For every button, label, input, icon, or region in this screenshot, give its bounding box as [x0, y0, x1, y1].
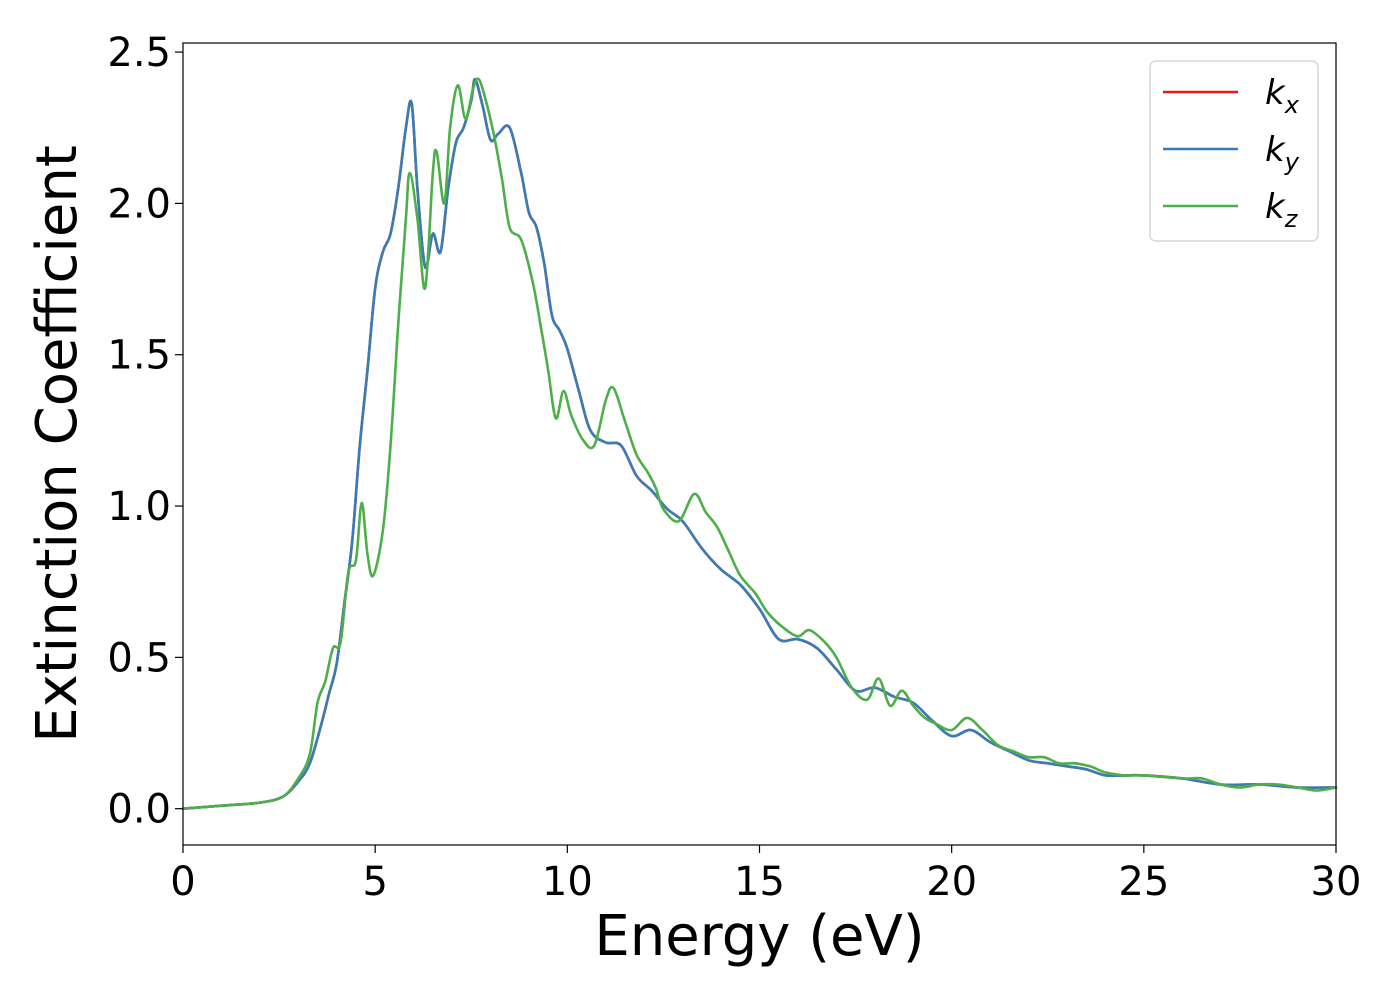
series-layer: [181, 77, 1338, 810]
y-tick-label: 0.5: [107, 635, 171, 681]
series-line-kz: [181, 77, 1338, 810]
x-tick-label: 5: [362, 859, 387, 905]
y-tick-label: 1.5: [107, 333, 171, 379]
x-tick-label: 20: [926, 859, 977, 905]
x-axis: 0 5 10 15 20 25 30: [170, 845, 1361, 905]
legend-frame: [1149, 60, 1319, 242]
y-tick-label: 1.0: [107, 484, 171, 530]
y-axis: 0.0 0.5 1.0 1.5 2.0 2.5: [107, 30, 183, 833]
x-tick-label: 0: [170, 859, 195, 905]
x-tick-label: 25: [1118, 859, 1169, 905]
x-axis-title: Energy (eV): [594, 904, 924, 969]
y-axis-title: Extinction Coefficient: [25, 145, 90, 743]
plot-background: [183, 43, 1336, 845]
y-tick-label: 2.0: [107, 181, 171, 227]
x-tick-label: 30: [1311, 859, 1362, 905]
y-tick-label: 0.0: [107, 787, 171, 833]
x-tick-label: 10: [542, 859, 593, 905]
x-tick-label: 15: [734, 859, 785, 905]
y-tick-label: 2.5: [107, 30, 171, 76]
